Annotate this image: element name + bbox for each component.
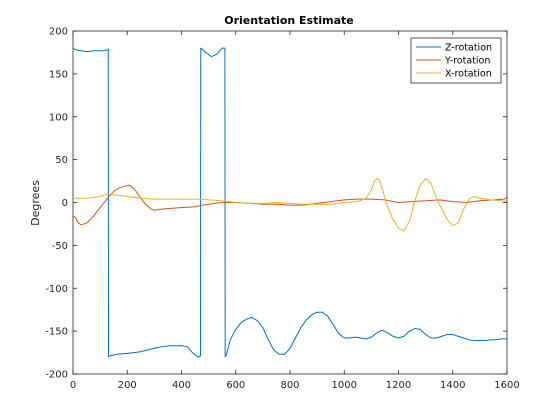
legend-entry: Y-rotation	[444, 56, 490, 67]
x-tick-label: 600	[226, 380, 245, 391]
y-tick-label: -50	[52, 241, 68, 252]
y-tick-label: 50	[55, 155, 68, 166]
chart-title: Orientation Estimate	[224, 14, 353, 27]
x-tick-label: 400	[172, 380, 191, 391]
y-tick-label: 100	[49, 112, 68, 123]
y-tick-label: 200	[49, 27, 68, 38]
x-tick-label: 1400	[440, 380, 465, 391]
x-tick-label: 1000	[332, 380, 357, 391]
series-line-y-rotation	[73, 184, 507, 226]
y-axis-label: Degrees	[29, 180, 42, 226]
legend-entry: Z-rotation	[445, 43, 492, 54]
series-line-z-rotation	[73, 47, 507, 358]
y-tick-label: -200	[45, 370, 68, 381]
legend-entry: X-rotation	[445, 69, 492, 80]
x-tick-label: 1600	[494, 380, 519, 391]
x-tick-label: 800	[280, 380, 299, 391]
x-tick-label: 1200	[386, 380, 411, 391]
plot-area: 0 200 400 600 800 1000 1200 1400 1600-200-150-10…	[45, 27, 519, 392]
x-tick-label: 200	[118, 380, 137, 391]
y-tick-label: 150	[49, 69, 68, 80]
x-tick-label: 0	[70, 380, 76, 391]
y-tick-label: -150	[45, 327, 68, 338]
y-tick-label: -100	[45, 284, 68, 295]
y-tick-label: 0	[62, 198, 68, 209]
legend: Z-rotation Y-rotation X-rotation	[410, 37, 502, 84]
series-line-x-rotation	[73, 177, 507, 232]
